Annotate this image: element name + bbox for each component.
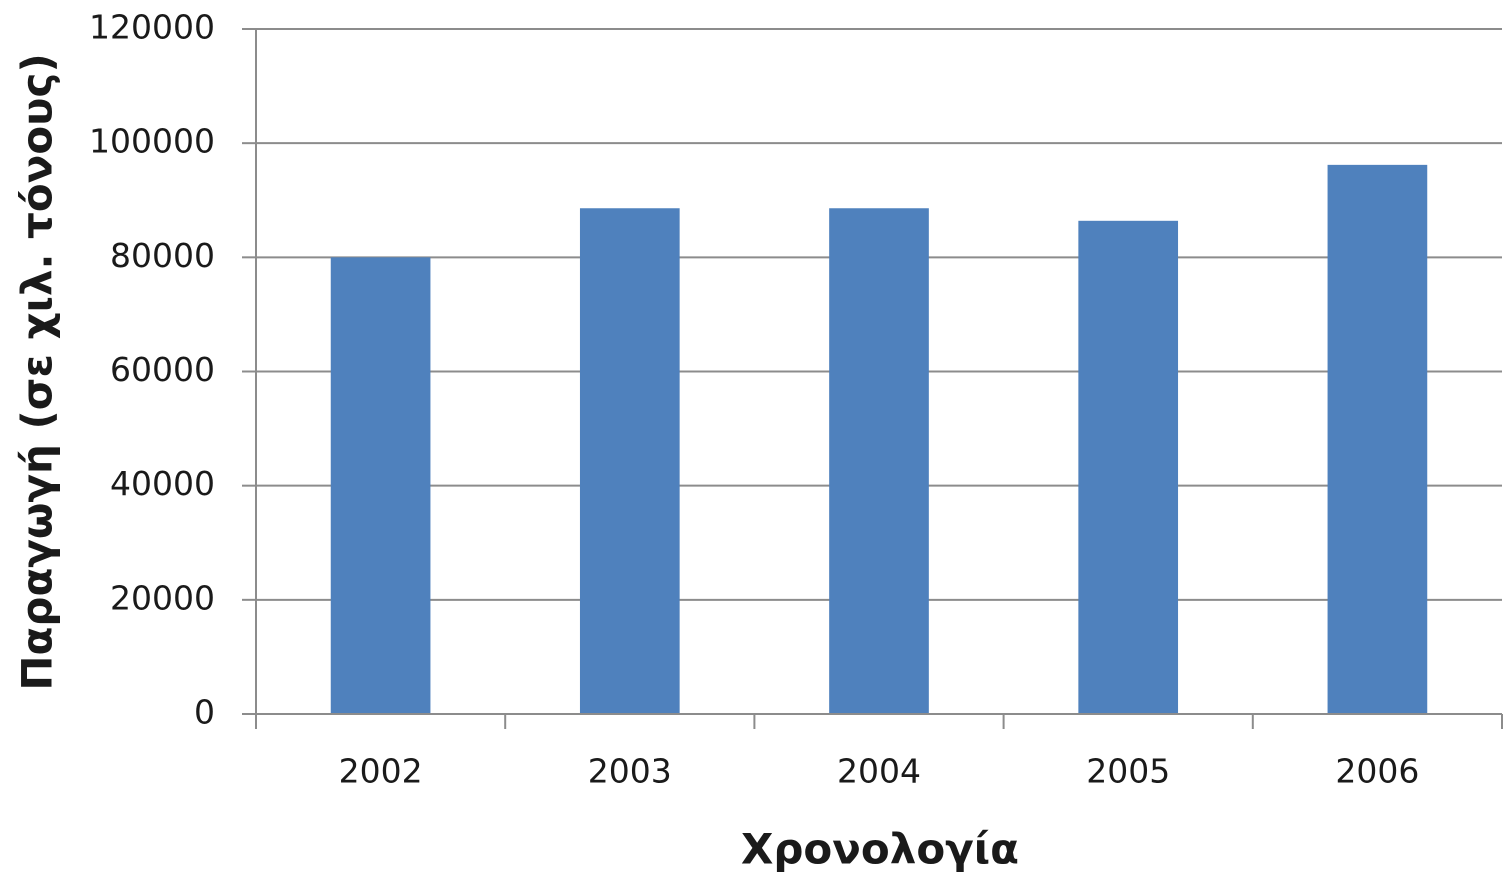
bar (579, 208, 680, 714)
bar (1327, 164, 1428, 714)
x-tick-label: 2005 (1086, 752, 1170, 791)
x-tick-label: 2003 (588, 752, 672, 791)
bar (1078, 220, 1179, 715)
y-axis-title: Παραγωγή (σε χιλ. τόνους) (13, 53, 62, 690)
y-tick-label: 120000 (89, 8, 215, 47)
x-tick-label: 2002 (339, 752, 423, 791)
x-axis-title: Χρονολογία (741, 825, 1019, 874)
x-tick-label: 2006 (1335, 752, 1419, 791)
y-tick-label: 80000 (110, 236, 215, 275)
y-tick-label: 0 (194, 693, 215, 732)
y-tick-label: 40000 (110, 464, 215, 503)
y-tick-label: 100000 (89, 122, 215, 161)
bar (330, 257, 431, 714)
y-tick-label: 60000 (110, 350, 215, 389)
bar (829, 208, 929, 714)
x-tick-label: 2004 (837, 752, 921, 791)
y-tick-label: 20000 (110, 578, 215, 617)
